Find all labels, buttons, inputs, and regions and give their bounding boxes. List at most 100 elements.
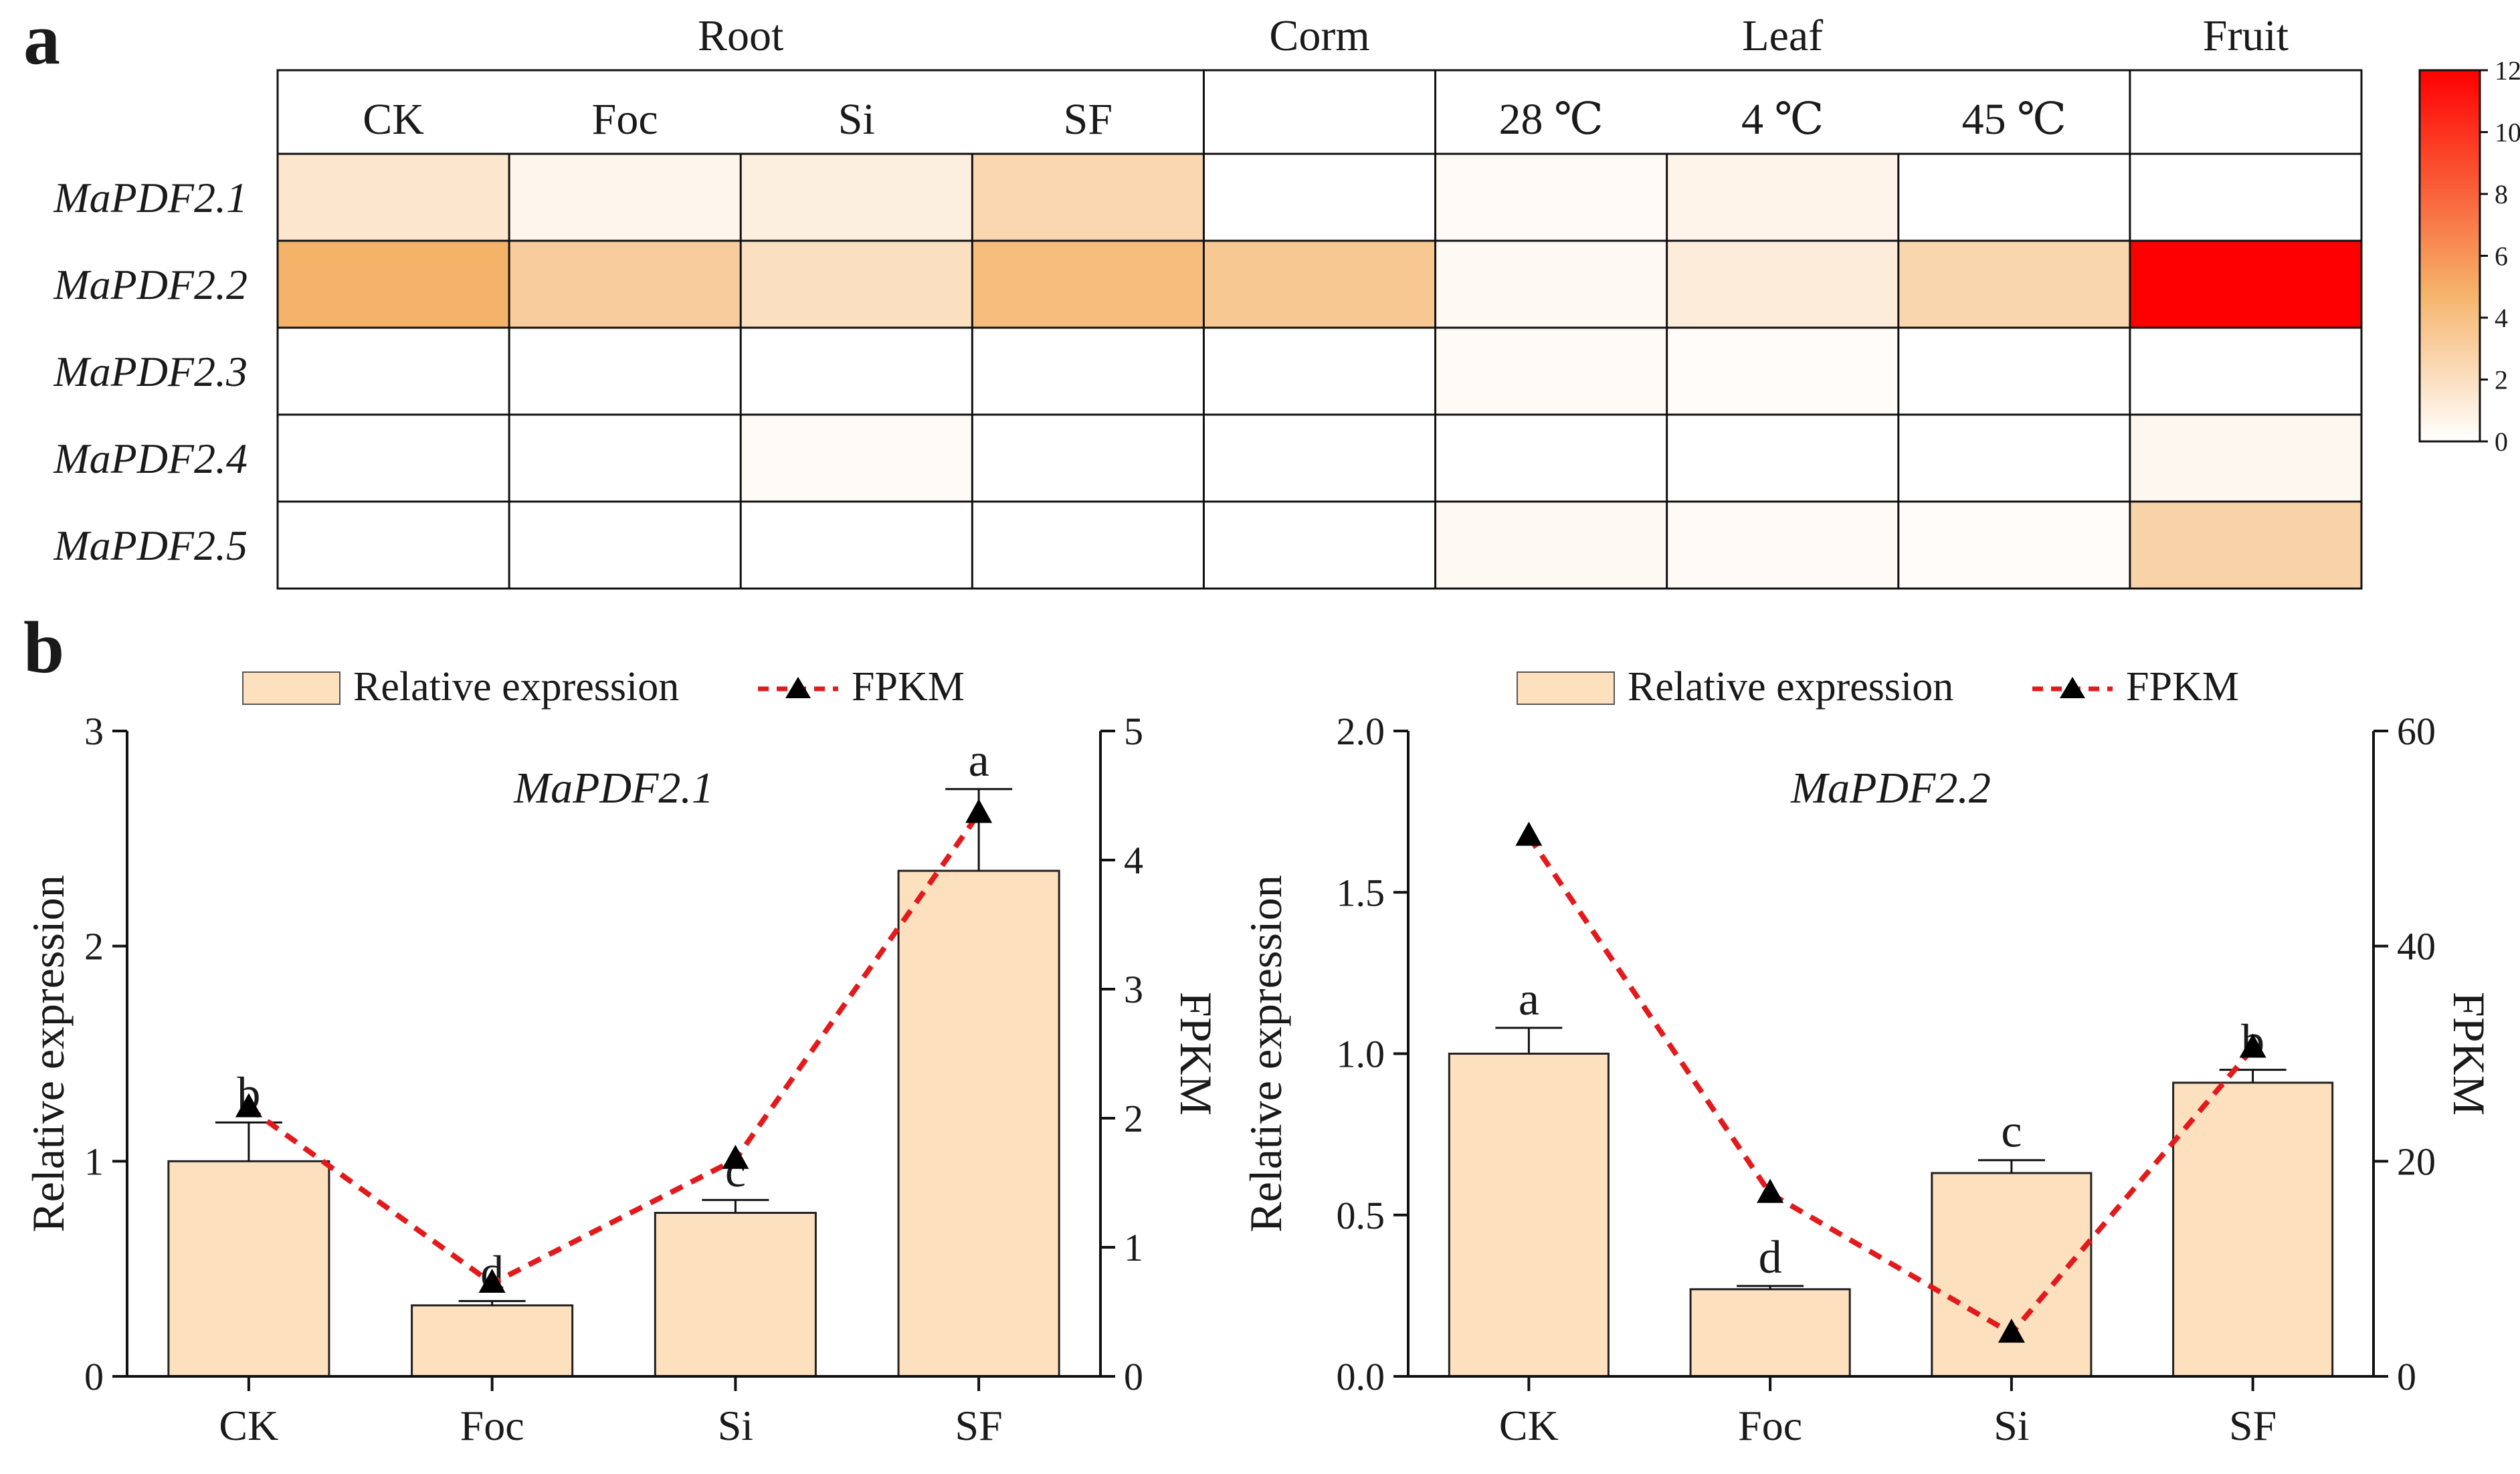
legend-swatch-bar	[242, 671, 341, 705]
chart-title: MaPDF2.2	[1790, 764, 1991, 813]
significance-letter: c	[2001, 1106, 2022, 1158]
heatmap-cell	[972, 241, 1204, 328]
bar-sf	[2172, 1081, 2334, 1378]
legend-label-relative-expression: Relative expression	[1628, 664, 1953, 710]
heatmap-cell	[1435, 328, 1667, 415]
right-tick-label: 3	[1124, 968, 1143, 1011]
left-tick-label: 3	[84, 710, 104, 753]
right-tick-label: 0	[1124, 1355, 1143, 1398]
fpkm-point-si	[722, 1144, 749, 1169]
heatmap-column-label: Si	[838, 95, 875, 144]
heatmap-cell	[1203, 328, 1436, 415]
x-tick-label: Si	[718, 1402, 753, 1449]
y2-axis-label: FPKM	[2444, 992, 2495, 1116]
heatmap-cell	[2129, 154, 2361, 241]
heatmap-column-label: 4 ℃	[1741, 95, 1824, 144]
y-axis-label: Relative expression	[23, 875, 74, 1232]
left-tick-label: 2	[84, 925, 104, 968]
bar-si	[654, 1212, 817, 1378]
right-tick-label: 0	[2397, 1355, 2416, 1398]
fpkm-point-sf	[2239, 1033, 2266, 1058]
heatmap-cell	[741, 154, 973, 241]
heatmap-cell	[741, 415, 973, 502]
right-tick-label: 5	[1124, 710, 1143, 753]
bar-foc	[1689, 1288, 1851, 1378]
heatmap-cell	[278, 241, 510, 328]
bar-ck	[167, 1160, 330, 1378]
left-tick-label: 0.5	[1337, 1194, 1385, 1237]
heatmap-cell	[1203, 154, 1436, 241]
heatmap-cell	[1898, 502, 2130, 589]
colorbar-tick-label: 6	[2495, 241, 2508, 272]
colorbar-tick-label: 12	[2495, 56, 2520, 86]
fpkm-point-foc	[1757, 1178, 1784, 1203]
right-tick-label: 4	[1124, 839, 1143, 882]
colorbar-tick-label: 10	[2495, 118, 2520, 148]
heatmap-cell	[1435, 415, 1667, 502]
left-tick-label: 1.0	[1337, 1033, 1385, 1076]
heatmap-cell	[2129, 502, 2361, 589]
legend-label-relative-expression: Relative expression	[353, 664, 679, 710]
heatmap-column-label: CK	[363, 95, 424, 144]
heatmap-cell	[1203, 502, 1436, 589]
left-tick-label: 0	[84, 1355, 104, 1398]
heatmap-cell	[278, 415, 510, 502]
fpkm-point-foc	[478, 1269, 506, 1293]
y2-axis-label: FPKM	[1171, 992, 1222, 1116]
bar-si	[1931, 1172, 2093, 1378]
heatmap-cell	[278, 154, 510, 241]
fpkm-point-ck	[1515, 821, 1543, 846]
left-tick-label: 1.5	[1337, 871, 1385, 914]
heatmap-cell	[1898, 328, 2130, 415]
heatmap-cell	[741, 328, 973, 415]
x-tick-label: SF	[955, 1402, 1003, 1449]
heatmap-group-label: Leaf	[1742, 11, 1823, 60]
heatmap-cell	[1435, 154, 1667, 241]
x-tick-label: Foc	[1738, 1402, 1802, 1449]
left-tick-label: 2.0	[1337, 710, 1385, 753]
chart-title: MaPDF2.1	[513, 764, 714, 813]
heatmap-cell	[1666, 241, 1899, 328]
heatmap-cell	[741, 502, 973, 589]
panel-label-b: b	[23, 607, 64, 688]
colorbar-tick-label: 4	[2495, 303, 2508, 333]
x-tick-label: Foc	[460, 1402, 524, 1449]
heatmap-column-label: 28 ℃	[1498, 95, 1603, 144]
legend-label-fpkm: FPKM	[2126, 664, 2239, 710]
right-tick-label: 20	[2397, 1140, 2436, 1183]
heatmap-panel: Root CK Foc Si SF Corm Leaf 28 ℃ 4 ℃ 45 ℃ Fruit MaP…	[53, 11, 2363, 590]
fpkm-point-ck	[235, 1093, 262, 1118]
legend-swatch-marker	[2060, 677, 2085, 698]
heatmap-cell	[2129, 328, 2361, 415]
legend-label-fpkm: FPKM	[852, 664, 965, 710]
heatmap-row-label: MaPDF2.5	[53, 522, 248, 569]
colorbar-tick-label: 8	[2495, 179, 2508, 209]
significance-letter: a	[1519, 974, 1539, 1025]
colorbar-tick-label: 2	[2495, 365, 2508, 395]
significance-letter: a	[969, 735, 989, 786]
significance-letter: d	[1759, 1232, 1782, 1283]
heatmap-cell	[1898, 415, 2130, 502]
heatmap-cell	[1898, 241, 2130, 328]
heatmap-cell	[1203, 415, 1436, 502]
heatmap-cell	[1666, 328, 1899, 415]
heatmap-cell	[278, 328, 510, 415]
bar-sf	[897, 869, 1060, 1378]
heatmap-column-label: 45 ℃	[1962, 95, 2066, 144]
right-tick-label: 60	[2397, 710, 2436, 753]
heatmap-border	[276, 69, 2363, 590]
heatmap-group-label: Root	[698, 11, 783, 60]
heatmap-cell	[1203, 241, 1436, 328]
left-tick-label: 0.0	[1337, 1355, 1385, 1398]
heatmap-cell	[278, 502, 510, 589]
fpkm-point-si	[1998, 1318, 2025, 1343]
right-tick-label: 1	[1124, 1226, 1143, 1269]
heatmap-colorbar: 0 2 4 6 8 10 12	[2418, 56, 2520, 457]
heatmap-cell	[741, 241, 973, 328]
heatmap-cell	[1666, 502, 1899, 589]
bar-line-chart-mapdf2-2: Relative expressionFPKMMaPDF2.2adcb0.00.…	[1240, 664, 2495, 1449]
bar-ck	[1448, 1053, 1610, 1378]
heatmap-group-label: Fruit	[2203, 11, 2289, 60]
